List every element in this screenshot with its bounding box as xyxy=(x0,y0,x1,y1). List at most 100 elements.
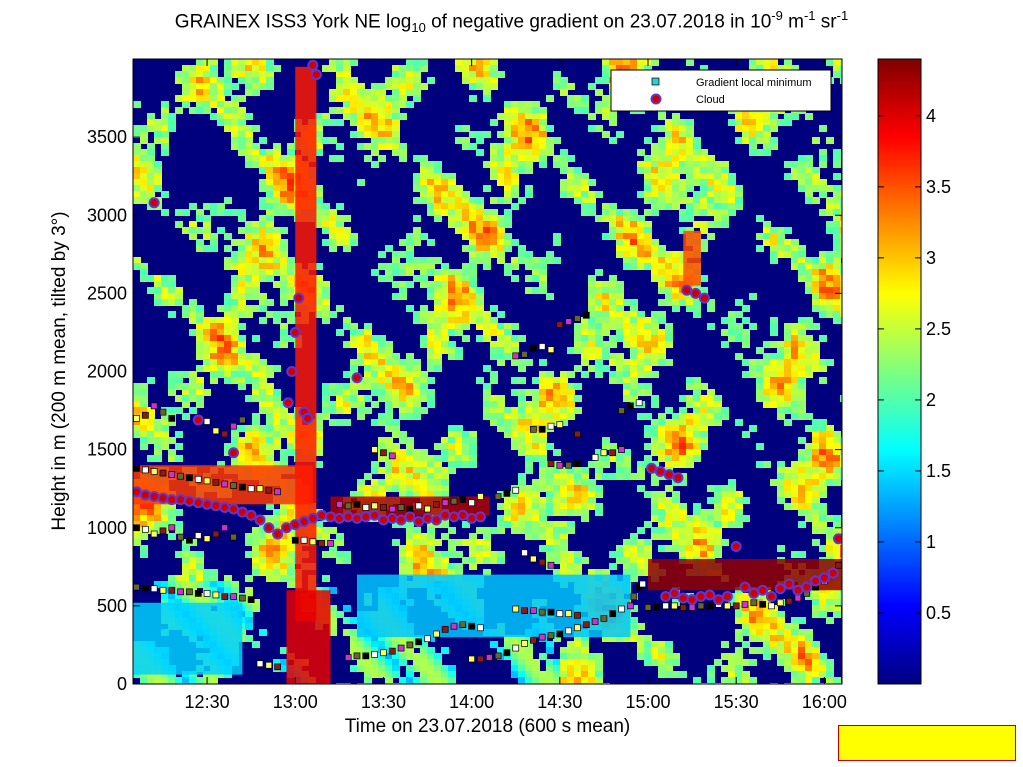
gradient-minimum-marker xyxy=(538,343,546,350)
colorbar-tick-label: 4 xyxy=(926,106,936,126)
gradient-minimum-marker xyxy=(327,540,334,547)
gradient-minimum-marker xyxy=(653,604,661,611)
gradient-minimum-marker xyxy=(644,604,652,611)
gradient-minimum-marker xyxy=(336,500,343,508)
chart-title: GRAINEX ISS3 York NE log10 of negative g… xyxy=(174,8,849,36)
x-tick-label: 14:00 xyxy=(449,692,494,712)
gradient-minimum-marker xyxy=(238,594,246,602)
gradient-minimum-marker xyxy=(679,604,687,611)
gradient-minimum-marker xyxy=(468,655,475,663)
x-tick-label: 15:30 xyxy=(714,692,759,712)
gradient-minimum-marker xyxy=(556,610,564,618)
gradient-minimum-marker xyxy=(141,525,149,533)
colorbar-tick-label: 0.5 xyxy=(926,603,951,623)
gradient-minimum-marker xyxy=(556,421,564,428)
gradient-minimum-marker xyxy=(521,549,528,557)
cloud-marker xyxy=(448,511,460,523)
cloud-marker xyxy=(360,511,372,523)
cloud-marker xyxy=(827,567,839,579)
gradient-minimum-marker xyxy=(521,607,528,614)
y-tick-label: 2500 xyxy=(87,283,127,303)
cloud-marker xyxy=(286,366,298,377)
cloud-marker xyxy=(395,514,407,526)
gradient-minimum-marker xyxy=(477,624,484,632)
gradient-minimum-marker xyxy=(591,618,599,625)
cloud-marker xyxy=(704,589,716,601)
cloud-marker xyxy=(175,494,187,506)
settings-info-box xyxy=(838,725,1016,761)
gradient-minimum-marker xyxy=(406,505,414,513)
gradient-minimum-marker xyxy=(186,536,193,544)
y-tick-label: 2000 xyxy=(87,362,127,382)
gradient-minimum-marker xyxy=(639,580,647,588)
gradient-minimum-marker xyxy=(768,602,775,610)
gradient-minimum-marker xyxy=(732,602,740,610)
cloud-marker xyxy=(646,462,658,474)
gradient-minimum-marker xyxy=(291,536,299,544)
gradient-minimum-marker xyxy=(141,585,149,593)
cloud-marker xyxy=(663,469,675,481)
gradient-minimum-marker xyxy=(159,408,167,416)
gradient-minimum-marker xyxy=(203,590,211,597)
gradient-minimum-marker xyxy=(212,427,220,435)
gradient-minimum-marker xyxy=(441,499,449,507)
gradient-minimum-marker xyxy=(212,479,220,486)
gradient-minimum-marker xyxy=(168,415,176,422)
gradient-minimum-marker xyxy=(168,524,176,532)
gradient-minimum-marker xyxy=(697,602,705,610)
gradient-minimum-marker xyxy=(662,602,669,610)
cloud-marker xyxy=(351,372,363,384)
gradient-minimum-marker xyxy=(362,652,370,660)
gradient-minimum-marker xyxy=(424,505,431,513)
gradient-minimum-marker xyxy=(159,527,167,535)
gradient-minimum-marker xyxy=(547,346,555,353)
gradient-minimum-marker xyxy=(177,588,184,596)
cloud-marker xyxy=(386,512,398,524)
gradient-minimum-marker xyxy=(574,315,581,322)
cloud-marker xyxy=(404,511,416,523)
legend-square-marker xyxy=(651,77,660,86)
legend-circle-marker xyxy=(650,93,662,105)
gradient-minimum-marker xyxy=(835,561,842,569)
cloud-marker xyxy=(690,287,702,299)
gradient-minimum-marker xyxy=(380,449,387,457)
gradient-minimum-marker xyxy=(256,660,264,668)
gradient-minimum-marker xyxy=(415,638,423,646)
cloud-marker xyxy=(686,594,698,606)
cloud-marker xyxy=(681,284,693,296)
cloud-marker xyxy=(672,472,684,484)
gradient-minimum-marker xyxy=(362,504,370,511)
cloud-marker xyxy=(801,581,813,593)
x-tick-label: 13:30 xyxy=(361,692,406,712)
gradient-minimum-marker xyxy=(388,647,396,655)
gradient-minimum-marker xyxy=(468,499,475,507)
y-tick-label: 1000 xyxy=(87,518,127,538)
gradient-minimum-marker xyxy=(344,502,352,510)
gradient-minimum-marker xyxy=(186,588,193,596)
y-tick-label: 1500 xyxy=(87,440,127,460)
gradient-minimum-marker xyxy=(159,469,167,477)
gradient-minimum-marker xyxy=(265,661,273,669)
gradient-minimum-marker xyxy=(688,604,696,611)
gradient-minimum-marker xyxy=(630,593,638,600)
gradient-minimum-marker xyxy=(371,502,378,510)
gradient-minimum-marker xyxy=(177,472,184,480)
gradient-minimum-marker xyxy=(221,593,229,600)
cloud-marker xyxy=(654,466,666,477)
cloud-marker xyxy=(307,512,319,524)
gradient-minimum-marker xyxy=(521,350,528,358)
cloud-marker xyxy=(439,509,451,521)
cloud-marker xyxy=(236,506,248,518)
gradient-minimum-marker xyxy=(230,422,237,430)
gradient-minimum-marker xyxy=(203,477,211,485)
gradient-minimum-marker xyxy=(609,610,617,618)
x-tick-label: 13:00 xyxy=(273,692,318,712)
gradient-minimum-marker xyxy=(776,599,784,607)
cloud-marker xyxy=(210,500,222,512)
gradient-minimum-marker xyxy=(265,486,273,494)
cloud-marker xyxy=(757,584,769,596)
gradient-minimum-marker xyxy=(212,530,220,538)
gradient-minimum-marker xyxy=(503,649,511,657)
cloud-marker xyxy=(818,572,830,584)
legend: Gradient local minimum Cloud xyxy=(610,69,832,112)
